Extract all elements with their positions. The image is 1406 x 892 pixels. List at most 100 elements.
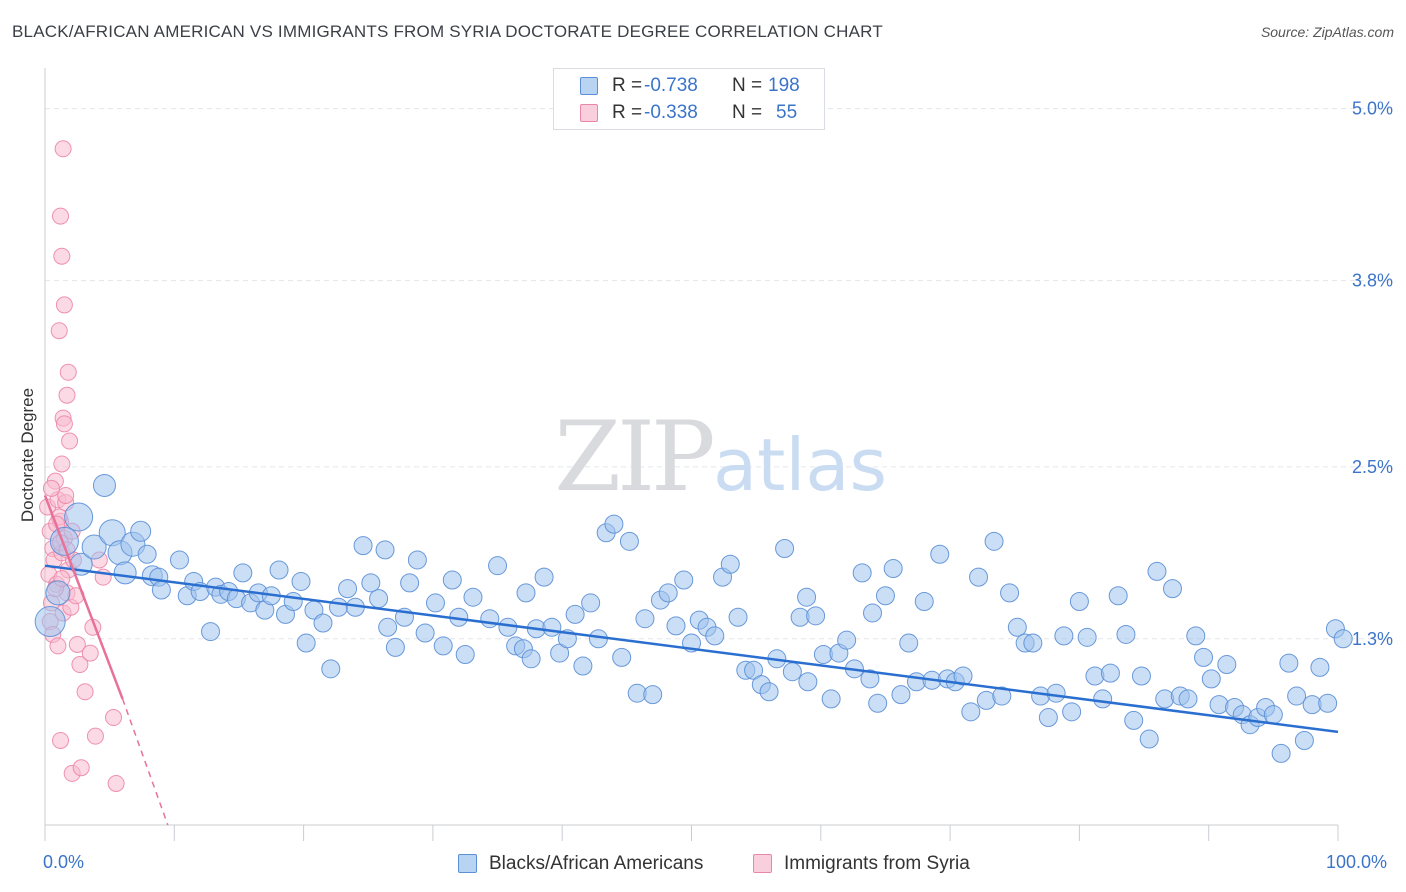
black-point-63 [534, 567, 554, 587]
black-point-80 [666, 616, 686, 636]
black-point-50 [425, 593, 445, 613]
black-point-16 [169, 550, 189, 570]
black-point-124 [1007, 617, 1027, 637]
legend-r-value: -0.338 [644, 102, 698, 123]
black-point-61 [521, 649, 541, 669]
black-point-98 [806, 606, 826, 626]
black-point-144 [1162, 579, 1182, 599]
black-point-164 [1318, 693, 1338, 713]
black-point-147 [1186, 626, 1206, 646]
bottom-legend-syria: Immigrants from Syria [753, 852, 993, 876]
black-point-134 [1085, 666, 1105, 686]
black-point-106 [868, 693, 888, 713]
black-point-148 [1194, 647, 1214, 667]
legend-n-label: N = [732, 102, 763, 123]
x-tick-min: 0.0% [43, 852, 85, 872]
black-point-141 [1139, 729, 1159, 749]
syria-point-45 [81, 644, 99, 662]
black-point-55 [463, 587, 483, 607]
black-point-44 [378, 617, 398, 637]
syria-point-40 [53, 455, 71, 473]
black-point-37 [321, 659, 341, 679]
black-point-196 [375, 540, 395, 560]
black-point-95 [782, 662, 802, 682]
black-point-30 [269, 560, 289, 580]
black-point-67 [565, 604, 585, 624]
black-point-143 [1155, 689, 1175, 709]
y-tick-label-3: 5.0% [1352, 99, 1393, 119]
x-tick-max: 100.0% [1326, 852, 1388, 872]
black-points [34, 473, 1353, 763]
black-point-52 [442, 570, 462, 590]
black-point-64 [542, 617, 562, 637]
black-point-57 [488, 556, 508, 576]
axes [44, 68, 1339, 841]
black-point-81 [674, 570, 694, 590]
syria-point-53 [105, 709, 123, 727]
black-point-114 [930, 544, 950, 564]
black-point-163 [1310, 657, 1330, 677]
black-point-107 [875, 586, 895, 606]
black-point-129 [1046, 683, 1066, 703]
y-axis-label: Doctorate Degree [18, 387, 37, 523]
syria-point-44 [76, 683, 94, 701]
black-point-9 [113, 561, 137, 585]
black-point-150 [1209, 695, 1229, 715]
legend-n-label: N = [732, 75, 763, 96]
black-point-198 [797, 587, 817, 607]
black-point-94 [775, 538, 795, 558]
bottom-legend-label-black: Blacks/African Americans [489, 853, 704, 874]
syria-point-35 [59, 363, 77, 381]
black-point-51 [433, 636, 453, 656]
black-point-69 [581, 593, 601, 613]
syria-point-43 [71, 656, 89, 674]
black-point-12 [137, 544, 157, 564]
black-point-135 [1093, 689, 1113, 709]
black-point-42 [361, 573, 381, 593]
syria-point-25 [42, 479, 60, 497]
black-point-1 [45, 580, 71, 606]
black-point-109 [891, 685, 911, 705]
black-point-130 [1054, 626, 1074, 646]
black-point-33 [291, 571, 311, 591]
black-point-146 [1178, 689, 1198, 709]
syria-point-30 [54, 140, 72, 158]
bottom-legend-label-syria: Immigrants from Syria [784, 853, 970, 874]
watermark-atlas: atlas [713, 423, 887, 507]
black-point-102 [837, 630, 857, 650]
black-point-197 [516, 583, 536, 603]
y-tick-label-2: 3.8% [1352, 271, 1393, 291]
black-point-92 [759, 682, 779, 702]
black-point-88 [728, 607, 748, 627]
bottom-legend-swatch-syria [753, 854, 772, 873]
black-point-158 [1271, 743, 1291, 763]
black-point-127 [1031, 686, 1051, 706]
black-point-41 [353, 536, 373, 556]
black-point-58 [498, 617, 518, 637]
syria-points [39, 140, 125, 792]
black-point-3 [64, 502, 94, 532]
black-point-38 [329, 597, 349, 617]
black-point-166 [1333, 629, 1353, 649]
syria-point-42 [68, 635, 86, 653]
syria-point-49 [72, 759, 90, 777]
legend-swatch-black [580, 77, 598, 95]
black-point-117 [953, 666, 973, 686]
black-point-77 [643, 685, 663, 705]
legend-r-label: R = [612, 75, 643, 96]
black-point-128 [1038, 708, 1058, 728]
black-point-123 [1000, 583, 1020, 603]
black-point-11 [130, 520, 152, 542]
black-point-138 [1116, 624, 1136, 644]
syria-point-33 [55, 296, 73, 314]
black-point-6 [92, 473, 116, 497]
syria-point-39 [61, 432, 79, 450]
black-point-87 [720, 554, 740, 574]
black-point-121 [984, 531, 1004, 551]
black-point-100 [821, 689, 841, 709]
black-point-112 [914, 592, 934, 611]
black-point-36 [313, 613, 333, 633]
syria-trend-extension [121, 698, 169, 826]
black-point-108 [883, 559, 903, 579]
